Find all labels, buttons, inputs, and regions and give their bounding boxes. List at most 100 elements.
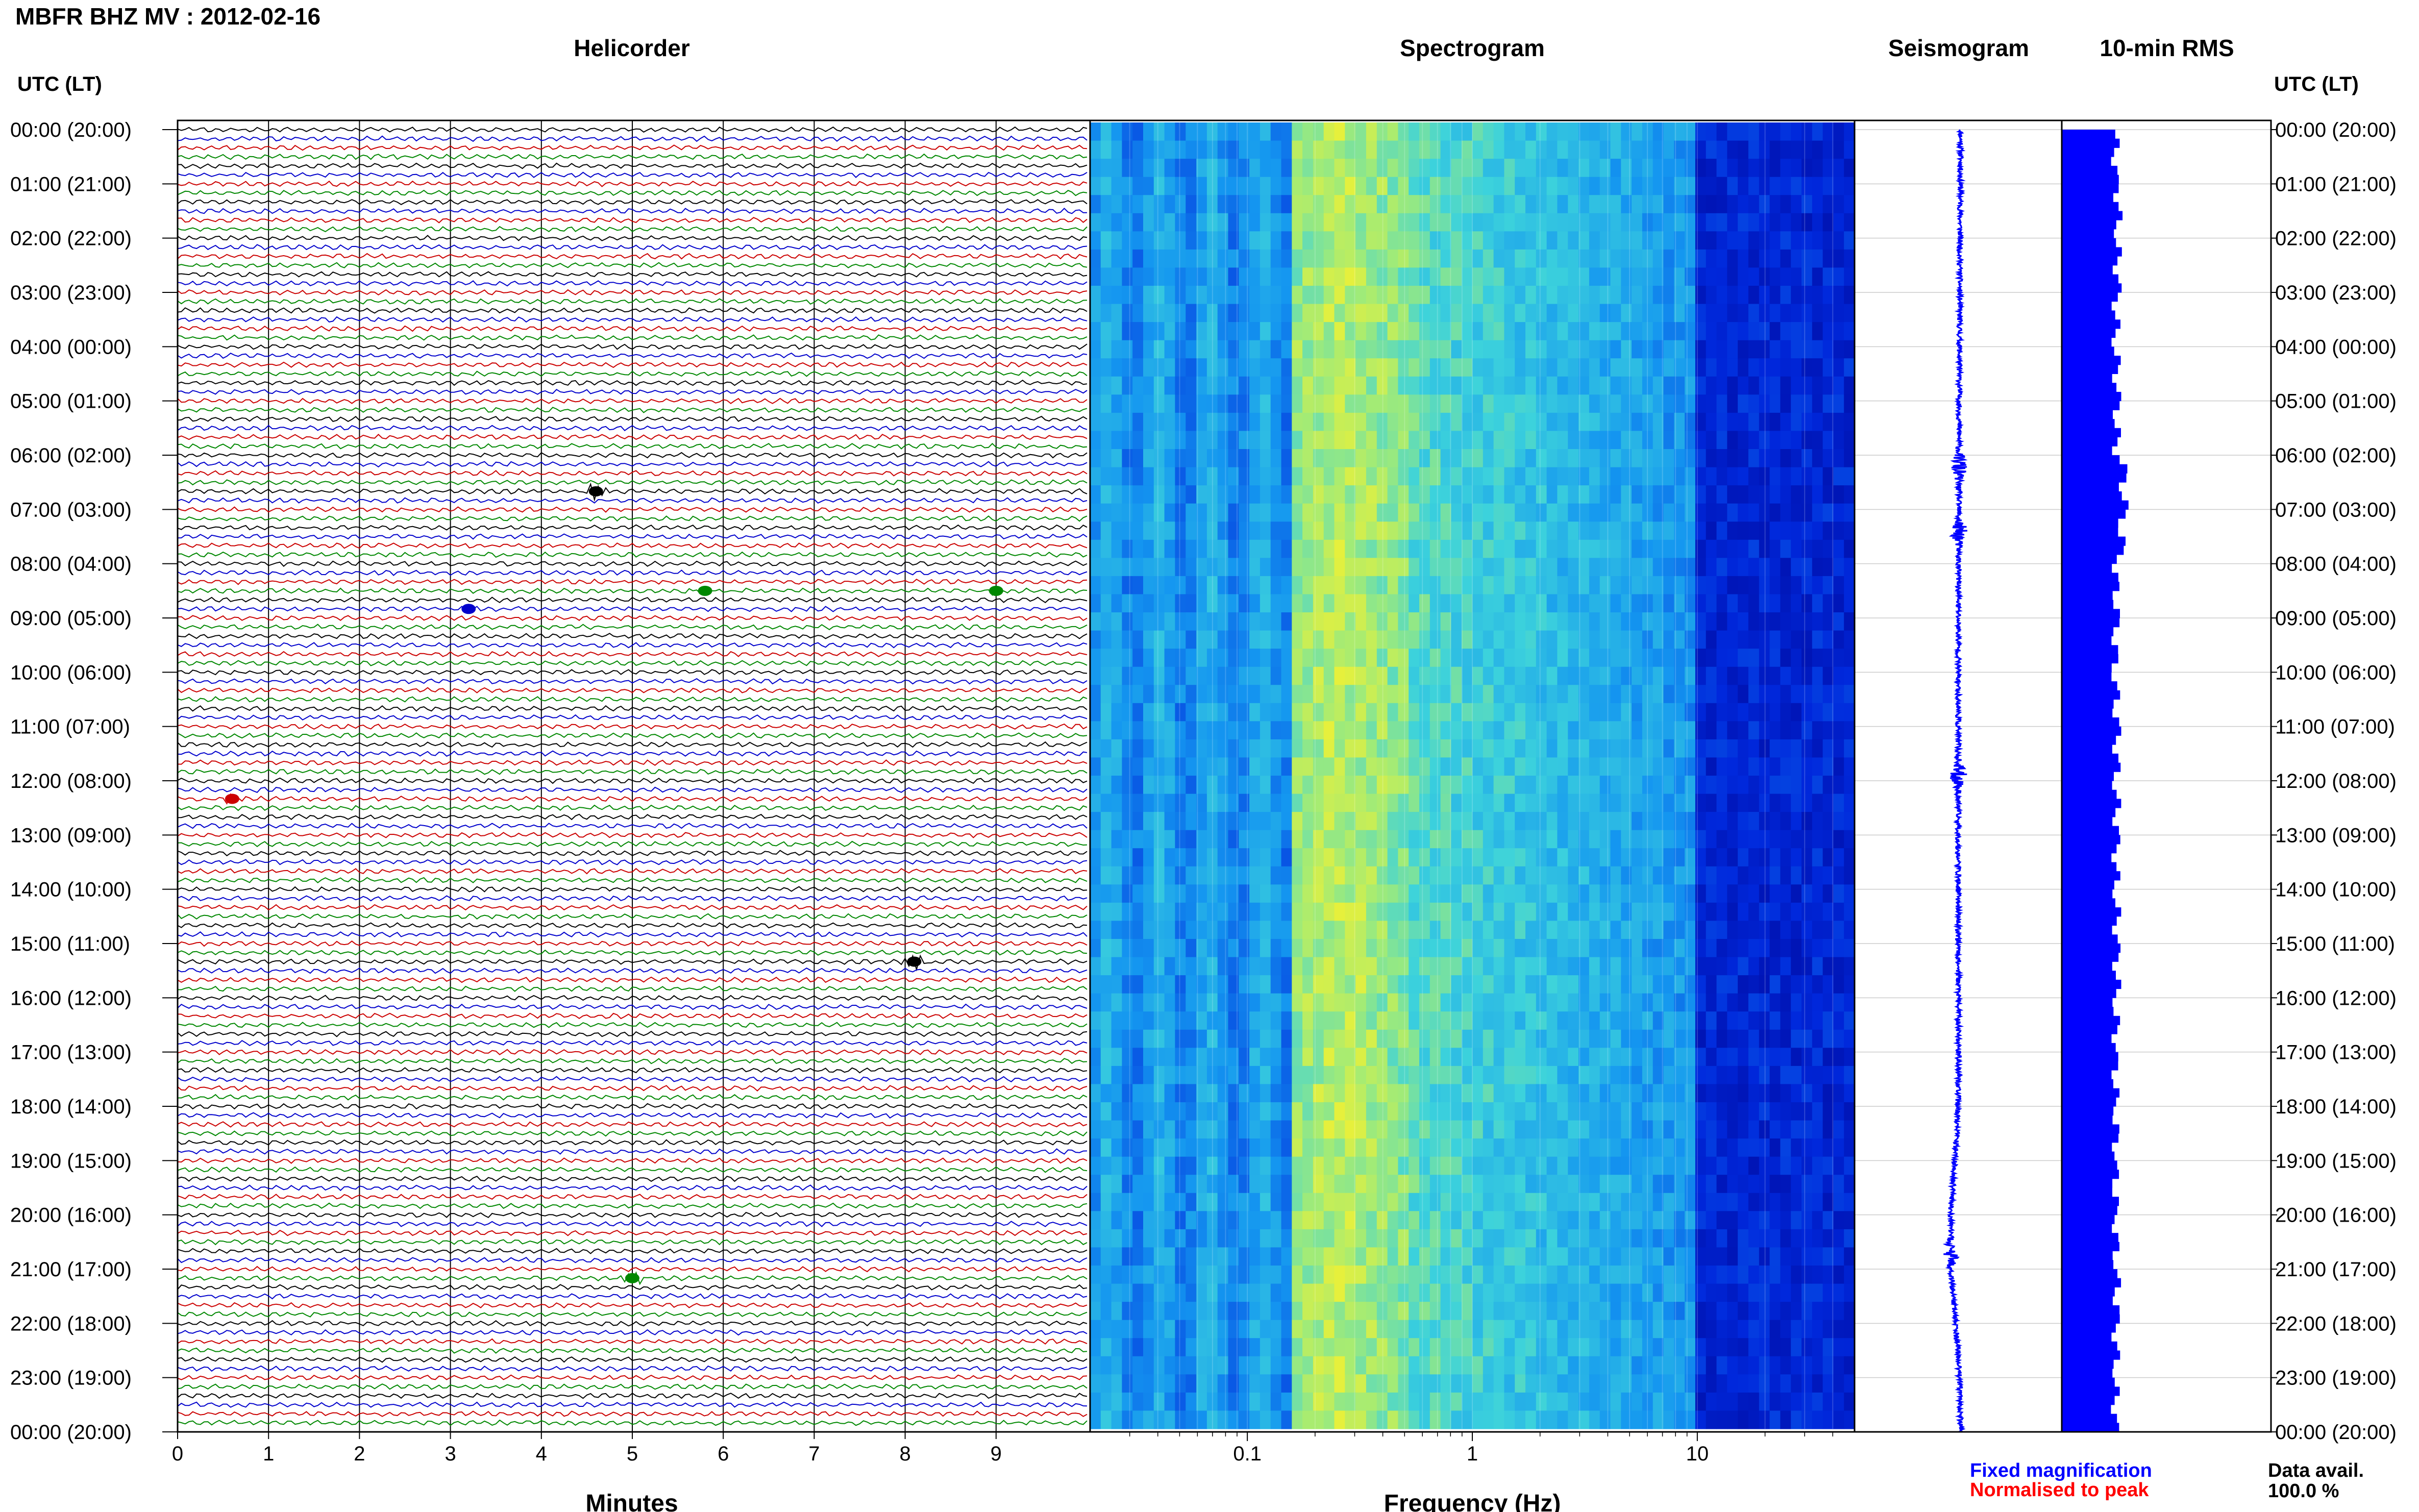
spectrogram-cell xyxy=(1334,412,1345,432)
spectrogram-cell xyxy=(1090,975,1101,994)
spectrogram-cell xyxy=(1143,1392,1154,1411)
spectrogram-cell xyxy=(1387,1247,1398,1266)
spectrogram-cell xyxy=(1355,703,1367,722)
spectrogram-cell xyxy=(1260,1283,1271,1302)
spectrogram-cell xyxy=(1621,1356,1632,1375)
spectrogram-cell xyxy=(1334,249,1345,268)
spectrogram-cell xyxy=(1334,177,1345,195)
spectrogram-cell xyxy=(1111,1266,1122,1284)
spectrogram-cell xyxy=(1100,431,1112,450)
spectrogram-cell xyxy=(1419,902,1430,922)
spectrogram-cell xyxy=(1578,1374,1590,1393)
spectrogram-cell xyxy=(1822,177,1834,195)
spectrogram-cell xyxy=(1206,975,1218,994)
spectrogram-cell xyxy=(1472,249,1484,268)
spectrogram-cell xyxy=(1111,485,1122,504)
spectrogram-cell xyxy=(1642,503,1653,522)
spectrogram-cell xyxy=(1525,1392,1537,1411)
spectrogram-cell xyxy=(1239,812,1250,831)
spectrogram-cell xyxy=(1281,1266,1292,1284)
spectrogram-cell xyxy=(1334,467,1345,486)
spectrogram-cell xyxy=(1249,576,1261,595)
spectrogram-cell xyxy=(1822,412,1834,432)
spectrogram-cell xyxy=(1621,322,1632,341)
spectrogram-cell xyxy=(1642,902,1653,922)
spectrogram-cell xyxy=(1727,267,1738,286)
spectrogram-cell xyxy=(1132,1156,1144,1175)
spectrogram-cell xyxy=(1387,1048,1398,1067)
spectrogram-cell xyxy=(1780,1320,1791,1339)
spectrogram-cell xyxy=(1727,159,1738,178)
spectrogram-cell xyxy=(1610,1229,1621,1248)
spectrogram-cell xyxy=(1685,1156,1696,1175)
spectrogram-cell xyxy=(1090,830,1101,849)
spectrogram-cell xyxy=(1111,431,1122,450)
spectrogram-cell xyxy=(1196,1193,1207,1211)
spectrogram-cell xyxy=(1323,412,1335,432)
spectrogram-cell xyxy=(1153,594,1165,613)
spectrogram-cell xyxy=(1674,412,1685,432)
spectrogram-cell xyxy=(1557,1410,1568,1429)
spectrogram-cell xyxy=(1716,177,1727,195)
spectrogram-cell xyxy=(1249,267,1261,286)
spectrogram-cell xyxy=(1196,739,1207,758)
spectrogram-cell xyxy=(1738,503,1749,522)
spectrogram-cell xyxy=(1780,449,1791,468)
spectrogram-cell xyxy=(1249,1011,1261,1030)
spectrogram-cell xyxy=(1122,1356,1133,1375)
spectrogram-cell xyxy=(1122,902,1133,922)
spectrogram-cell xyxy=(1525,739,1537,758)
spectrogram-cell xyxy=(1366,884,1377,903)
spectrogram-cell xyxy=(1515,576,1526,595)
spectrogram-cell xyxy=(1387,412,1398,432)
spectrogram-cell xyxy=(1557,1084,1568,1103)
spectrogram-cell xyxy=(1440,1247,1451,1266)
spectrogram-cell xyxy=(1355,503,1367,522)
spectrogram-cell xyxy=(1111,1011,1122,1030)
spectrogram-cell xyxy=(1164,776,1175,795)
spectrogram-cell xyxy=(1780,739,1791,758)
spectrogram-cell xyxy=(1090,1338,1101,1357)
spectrogram-cell xyxy=(1706,159,1717,178)
spectrogram-cell xyxy=(1462,1011,1473,1030)
spectrogram-cell xyxy=(1610,195,1621,214)
spectrogram-cell xyxy=(1493,177,1504,195)
spectrogram-cell xyxy=(1515,122,1526,141)
spectrogram-cell xyxy=(1801,304,1813,323)
spectrogram-cell xyxy=(1716,666,1727,685)
spectrogram-cell xyxy=(1568,1120,1579,1139)
spectrogram-cell xyxy=(1610,848,1621,867)
spectrogram-cell xyxy=(1759,757,1770,776)
spectrogram-cell xyxy=(1557,394,1568,413)
spectrogram-cell xyxy=(1557,794,1568,812)
spectrogram-cell xyxy=(1621,594,1632,613)
spectrogram-cell xyxy=(1196,1084,1207,1103)
spectrogram-cell xyxy=(1334,394,1345,413)
spectrogram-cell xyxy=(1196,1302,1207,1321)
spectrogram-cell xyxy=(1175,1138,1186,1157)
spectrogram-cell xyxy=(1589,485,1600,504)
spectrogram-cell xyxy=(1578,939,1590,958)
spectrogram-cell xyxy=(1801,1211,1813,1230)
spectrogram-cell xyxy=(1323,140,1335,159)
spectrogram-cell xyxy=(1812,394,1823,413)
spectrogram-cell xyxy=(1270,666,1282,685)
spectrogram-cell xyxy=(1217,921,1229,939)
spectrogram-cell xyxy=(1440,649,1451,667)
spectrogram-cell xyxy=(1313,1048,1324,1067)
spectrogram-cell xyxy=(1483,558,1494,577)
spectrogram-cell xyxy=(1515,503,1526,522)
spectrogram-cell xyxy=(1153,1283,1165,1302)
spectrogram-cell xyxy=(1472,467,1484,486)
spectrogram-cell xyxy=(1440,431,1451,450)
spectrogram-cell xyxy=(1525,1302,1537,1321)
spectrogram-cell xyxy=(1610,522,1621,540)
spectrogram-cell xyxy=(1132,485,1144,504)
spectrogram-cell xyxy=(1323,757,1335,776)
spectrogram-cell xyxy=(1440,866,1451,885)
spectrogram-cell xyxy=(1345,1247,1356,1266)
spectrogram-cell xyxy=(1270,721,1282,740)
spectrogram-cell xyxy=(1387,1410,1398,1429)
spectrogram-cell xyxy=(1228,612,1239,631)
spectrogram-cell xyxy=(1652,1356,1664,1375)
